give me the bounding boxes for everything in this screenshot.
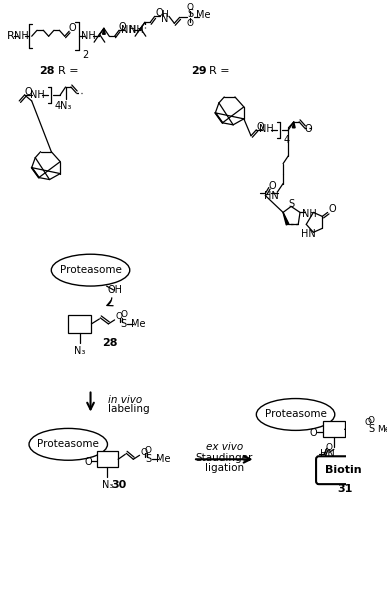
Text: O: O — [187, 3, 194, 12]
Ellipse shape — [29, 429, 108, 460]
FancyBboxPatch shape — [316, 456, 372, 484]
Text: R =: R = — [209, 66, 230, 76]
Text: O: O — [140, 448, 147, 457]
Text: ex vivo: ex vivo — [205, 442, 243, 453]
Text: S: S — [368, 424, 374, 435]
Text: S: S — [288, 200, 294, 209]
Text: 4: 4 — [55, 101, 61, 111]
Ellipse shape — [256, 398, 335, 430]
Text: Staudinger: Staudinger — [195, 453, 253, 463]
Polygon shape — [283, 212, 289, 225]
Text: R: R — [7, 31, 14, 41]
Text: 30: 30 — [111, 480, 127, 490]
Text: Me: Me — [195, 10, 210, 20]
Text: HN: HN — [264, 192, 279, 201]
Text: O: O — [269, 180, 276, 191]
Polygon shape — [293, 122, 295, 128]
Text: NH: NH — [129, 25, 144, 35]
Bar — [323, 421, 344, 438]
Text: O: O — [257, 122, 265, 132]
Text: 28: 28 — [103, 338, 118, 348]
Text: N₃: N₃ — [74, 346, 86, 356]
Text: OH: OH — [108, 285, 123, 295]
Text: NH: NH — [301, 209, 316, 219]
Text: Me: Me — [377, 425, 387, 434]
Text: 29: 29 — [191, 66, 206, 76]
Text: NH: NH — [81, 31, 96, 41]
Text: N: N — [161, 14, 168, 24]
Text: N₃: N₃ — [102, 480, 113, 490]
Text: NH: NH — [121, 25, 135, 35]
Text: R =: R = — [58, 66, 79, 76]
Text: Me: Me — [156, 454, 171, 464]
Text: H: H — [161, 10, 168, 19]
Text: O: O — [116, 313, 123, 322]
Text: HN: HN — [320, 450, 335, 459]
Text: O: O — [155, 8, 163, 19]
Text: Me: Me — [130, 319, 145, 329]
Bar — [68, 315, 91, 333]
Text: NH: NH — [259, 124, 274, 134]
Text: O: O — [145, 446, 152, 455]
Text: O: O — [119, 22, 127, 32]
Text: O: O — [24, 87, 32, 97]
Text: NH: NH — [30, 90, 45, 100]
Text: O: O — [304, 124, 312, 134]
Text: O: O — [187, 19, 194, 28]
Text: O: O — [69, 23, 77, 33]
Text: O: O — [84, 457, 92, 467]
Ellipse shape — [51, 254, 130, 286]
Text: N₃: N₃ — [60, 101, 71, 111]
Text: O: O — [328, 204, 336, 215]
Text: Biotin: Biotin — [325, 465, 362, 475]
Text: HN: HN — [301, 230, 315, 239]
Bar — [97, 451, 118, 467]
Text: S: S — [146, 454, 152, 464]
Polygon shape — [103, 28, 105, 34]
Text: 2: 2 — [82, 50, 89, 60]
Text: Proteasome: Proteasome — [37, 439, 99, 450]
Text: Proteasome: Proteasome — [265, 409, 327, 419]
Text: labeling: labeling — [108, 404, 150, 415]
Text: ligation: ligation — [205, 463, 244, 473]
Text: NH: NH — [14, 31, 28, 41]
Text: S: S — [120, 319, 127, 329]
Text: in vivo: in vivo — [108, 394, 143, 404]
Text: Proteasome: Proteasome — [60, 265, 122, 275]
Text: O: O — [326, 443, 333, 452]
Text: 28: 28 — [39, 66, 55, 76]
Text: 31: 31 — [338, 484, 353, 494]
Text: S: S — [187, 10, 194, 19]
Text: O: O — [364, 418, 371, 427]
Text: O: O — [120, 311, 127, 320]
Text: O: O — [310, 429, 317, 438]
Text: 4: 4 — [284, 135, 290, 145]
Text: O: O — [368, 416, 375, 425]
